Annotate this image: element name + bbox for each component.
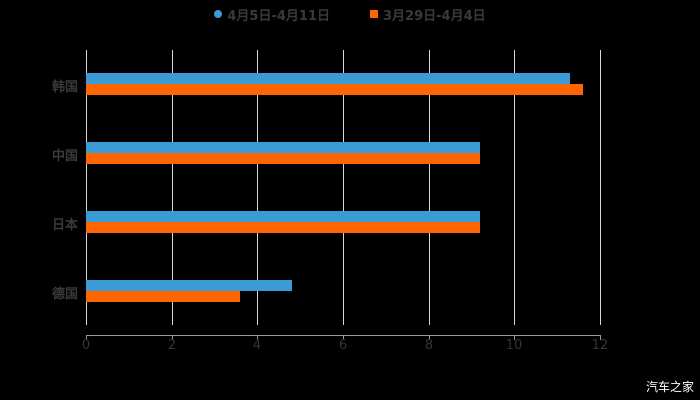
gridline <box>514 50 515 325</box>
x-tick-label: 8 <box>424 338 434 353</box>
gridline <box>429 50 430 325</box>
watermark: 汽车之家 <box>645 380 694 394</box>
bar[interactable] <box>86 84 583 95</box>
gridline <box>343 50 344 325</box>
x-axis-line <box>86 335 601 336</box>
legend-square-icon <box>370 10 378 18</box>
gridline <box>172 50 173 325</box>
x-tick <box>172 335 173 340</box>
gridline <box>86 50 87 325</box>
x-tick <box>86 335 87 340</box>
x-tick <box>343 335 344 340</box>
category-label: 德国 <box>51 287 78 302</box>
legend-circle-icon <box>214 10 223 18</box>
bar[interactable] <box>86 142 480 153</box>
x-tick <box>257 335 258 340</box>
bar[interactable] <box>86 291 240 302</box>
x-tick-label: 0 <box>81 338 91 353</box>
chart-legend: 4月5日-4月11日 3月29日-4月4日 <box>0 4 700 24</box>
gridline <box>257 50 258 325</box>
category-label: 日本 <box>51 218 78 233</box>
gridline <box>600 50 601 325</box>
x-tick-label: 2 <box>167 338 177 353</box>
category-label: 韩国 <box>51 80 78 95</box>
legend-item-week-previous[interactable]: 3月29日-4月4日 <box>370 4 486 24</box>
bar[interactable] <box>86 222 480 233</box>
bar[interactable] <box>86 73 570 84</box>
legend-label: 4月5日-4月11日 <box>227 8 330 24</box>
x-tick <box>514 335 515 340</box>
x-tick-label: 4 <box>252 338 262 353</box>
legend-label: 3月29日-4月4日 <box>383 8 486 24</box>
legend-item-week-current[interactable]: 4月5日-4月11日 <box>214 4 330 24</box>
x-tick <box>429 335 430 340</box>
x-tick-label: 10 <box>505 338 523 353</box>
x-tick <box>600 335 601 340</box>
bar[interactable] <box>86 280 292 291</box>
x-tick-label: 6 <box>338 338 348 353</box>
x-tick-label: 12 <box>591 338 609 353</box>
category-label: 中国 <box>51 149 78 164</box>
bar[interactable] <box>86 153 480 164</box>
bar[interactable] <box>86 211 480 222</box>
